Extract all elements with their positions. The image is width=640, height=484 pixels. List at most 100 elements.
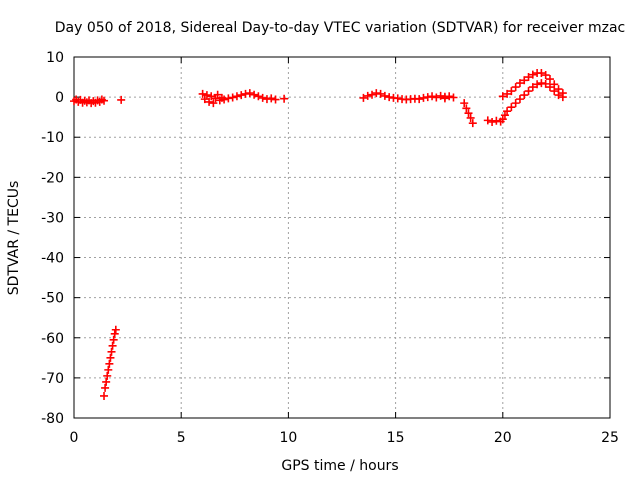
x-tick-label: 0: [70, 430, 79, 446]
data-point: [209, 99, 218, 108]
x-tick-label: 10: [279, 430, 297, 446]
data-point: [507, 103, 516, 112]
y-tick-label: -70: [41, 371, 64, 387]
x-tick-label: 15: [387, 430, 405, 446]
data-point: [241, 89, 250, 98]
data-point: [483, 116, 492, 125]
data-point: [432, 93, 441, 102]
y-tick-label: -80: [41, 411, 64, 427]
data-point: [511, 99, 520, 108]
data-point: [445, 92, 454, 101]
y-tick-label: -60: [41, 331, 64, 347]
y-tick-label: -30: [41, 210, 64, 226]
data-point: [106, 353, 115, 362]
data-point: [111, 325, 120, 334]
data-point: [537, 69, 546, 78]
data-point: [271, 95, 280, 104]
data-point: [520, 76, 529, 85]
data-point: [109, 335, 118, 344]
data-point: [107, 347, 116, 356]
y-tick-label: -20: [41, 170, 64, 186]
data-point: [250, 90, 259, 99]
data-point: [507, 87, 516, 96]
data-point: [460, 99, 469, 108]
y-tick-label: 10: [46, 50, 64, 66]
data-point: [202, 91, 211, 100]
data-point: [205, 97, 214, 106]
data-point: [449, 93, 458, 102]
data-point: [359, 93, 368, 102]
data-point: [498, 115, 507, 124]
data-point: [541, 71, 550, 80]
data-point: [220, 95, 229, 104]
data-point: [245, 89, 254, 98]
data-point: [511, 83, 520, 92]
y-tick-label: -10: [41, 130, 64, 146]
data-point: [492, 116, 501, 125]
data-point: [103, 371, 112, 380]
data-point: [545, 75, 554, 84]
data-point: [368, 90, 377, 99]
y-tick-label: 0: [55, 90, 64, 106]
data-point: [372, 89, 381, 98]
data-point: [515, 79, 524, 88]
data-point: [280, 94, 289, 103]
data-point: [498, 92, 507, 101]
data-point: [117, 95, 126, 104]
data-point: [105, 359, 114, 368]
x-tick-label: 5: [177, 430, 186, 446]
data-point: [423, 93, 432, 102]
data-point: [462, 104, 471, 113]
y-axis-label: SDTVAR / TECUs: [6, 181, 22, 296]
data-point: [262, 95, 271, 104]
data-point: [380, 91, 389, 100]
data-point: [558, 89, 567, 98]
data-point: [108, 341, 117, 350]
data-point: [100, 96, 109, 105]
data-point: [488, 117, 497, 126]
data-point: [533, 80, 542, 89]
x-axis-label: GPS time / hours: [281, 458, 398, 474]
data-point: [428, 92, 437, 101]
data-point: [363, 91, 372, 100]
data-point: [224, 94, 233, 103]
axis-ticks: 0 5 10 15 20 25 10 0 -10 -20 -30 -40 -50 -60 -70 -80: [41, 50, 619, 446]
data-point: [550, 80, 559, 89]
chart-title: Day 050 of 2018, Sidereal Day-to-day VTE…: [55, 20, 625, 36]
data-point: [237, 91, 246, 100]
data-point: [213, 90, 222, 99]
data-point: [524, 73, 533, 82]
data-point: [500, 111, 509, 120]
data-point: [376, 89, 385, 98]
data-point: [515, 95, 524, 104]
data-point: [436, 91, 445, 100]
data-point: [385, 93, 394, 102]
data-point: [554, 85, 563, 94]
data-point: [393, 94, 402, 103]
data-point: [267, 94, 276, 103]
data-point: [419, 93, 428, 102]
x-tick-label: 25: [601, 430, 619, 446]
data-point: [258, 93, 267, 102]
data-point: [541, 79, 550, 88]
data-point: [110, 329, 119, 338]
data-point: [228, 93, 237, 102]
data-point: [101, 383, 110, 392]
data-point: [440, 94, 449, 103]
data-point: [254, 92, 263, 101]
x-tick-label: 20: [494, 430, 512, 446]
data-point: [232, 92, 241, 101]
data-point: [104, 365, 113, 374]
data-point: [545, 83, 554, 92]
data-point: [102, 377, 111, 386]
data-point: [198, 89, 207, 98]
data-point: [466, 113, 475, 122]
data-point: [200, 95, 209, 104]
data-point: [524, 87, 533, 96]
data-point: [468, 119, 477, 128]
data-point: [550, 87, 559, 96]
data-point: [207, 92, 216, 101]
data-point: [528, 83, 537, 92]
